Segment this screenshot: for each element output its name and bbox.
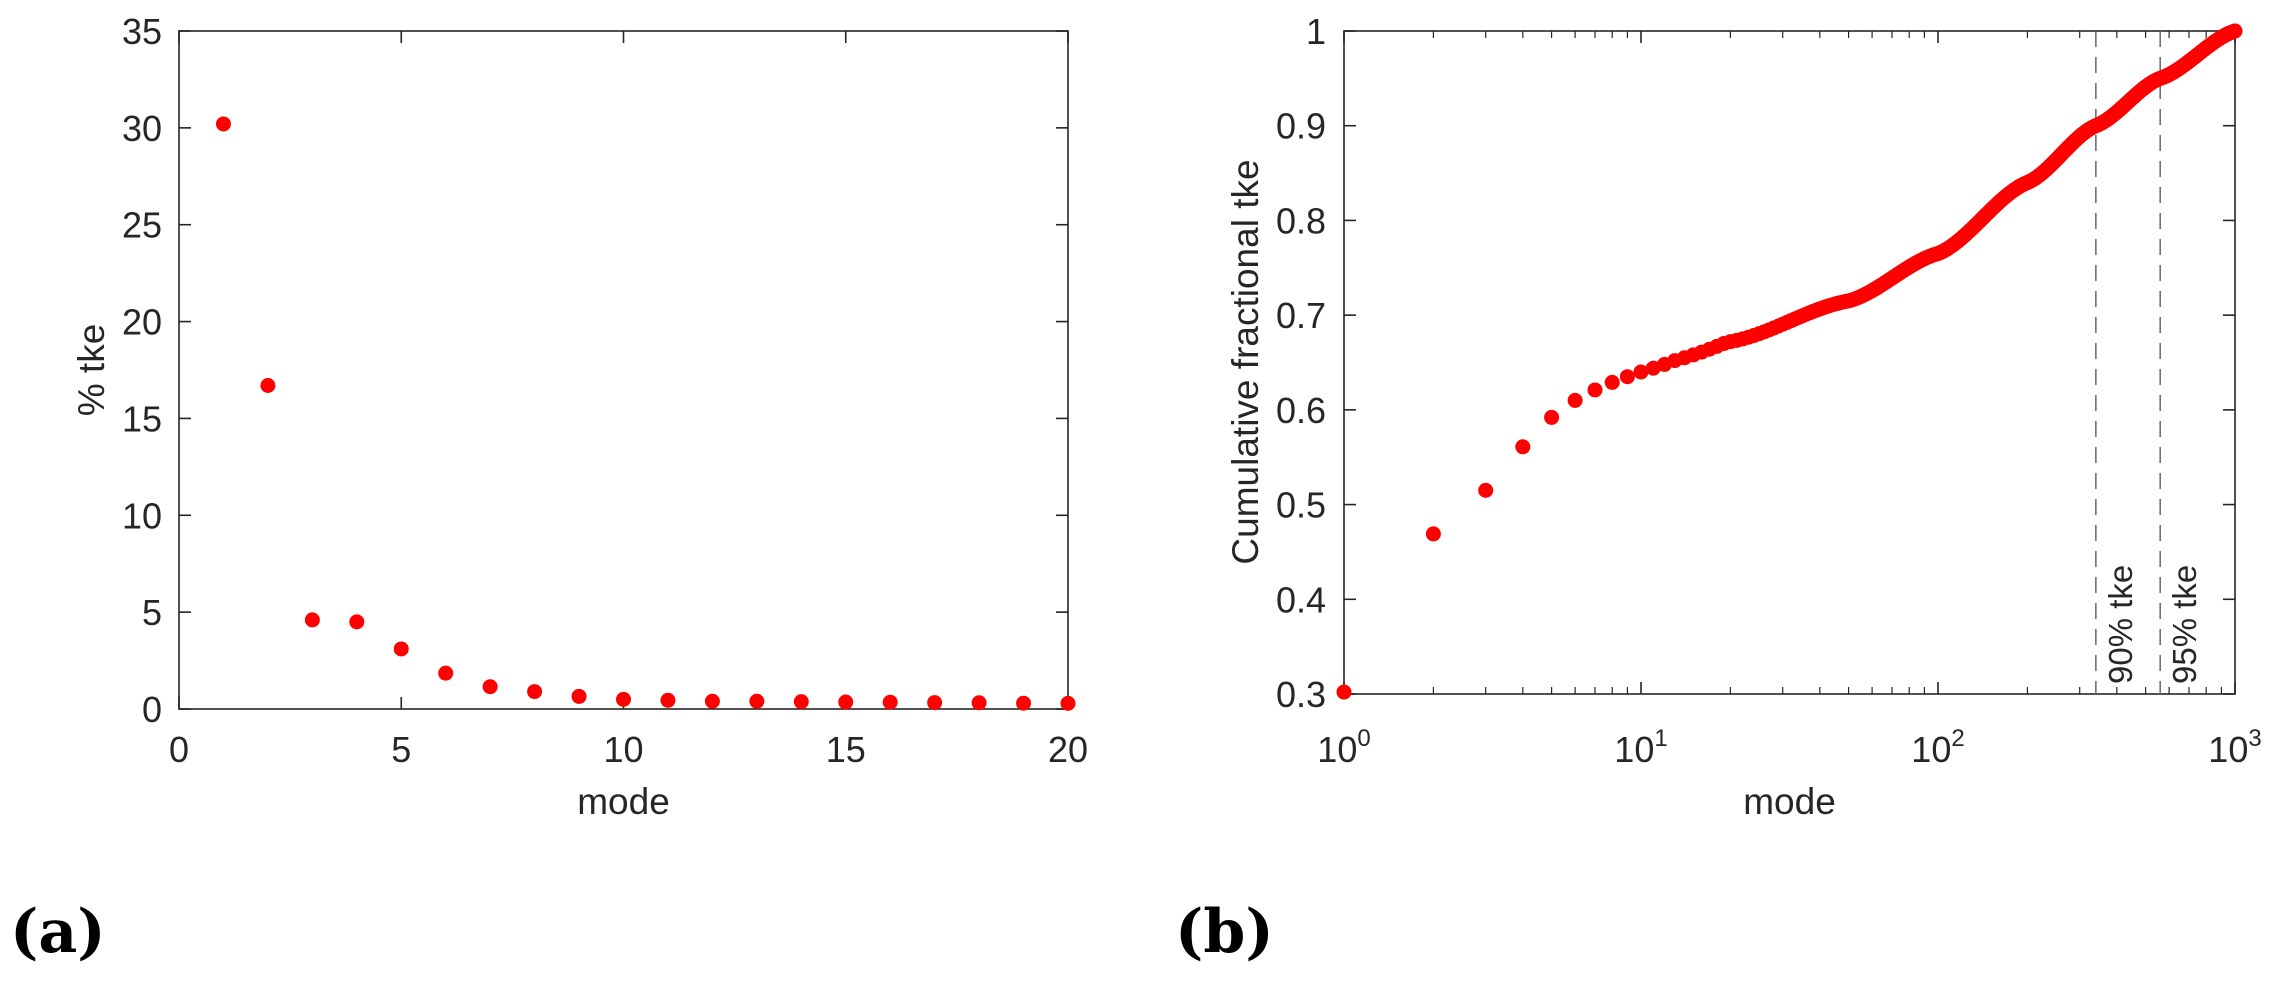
panel-b-point: [1567, 392, 1583, 408]
panel-b-threshold-label: 90% tke: [2102, 565, 2139, 684]
panel-b-y-tick-label: 0.5: [1276, 485, 1326, 526]
panel-a-plot-area: [178, 30, 1069, 710]
panel-a-y-tick-label: 0: [142, 689, 162, 730]
panel-b-x-axis-label: mode: [1743, 781, 1836, 822]
panel-b-label: (b): [1175, 897, 1274, 967]
panel-a-x-tick-label: 10: [603, 729, 643, 770]
panel-a-points: [215, 116, 1076, 711]
panel-b-x-tick-label: 103: [2208, 725, 2261, 770]
panel-a-y-tick-label: 20: [122, 302, 162, 343]
panel-a-point: [571, 688, 587, 704]
panel-b-point: [1544, 409, 1560, 425]
panel-a-point: [393, 641, 409, 657]
panel-a-point: [349, 614, 365, 630]
panel-b-point: [1515, 439, 1531, 455]
panel-b-point: [1604, 374, 1620, 390]
panel-b-point: [1619, 369, 1635, 385]
panel-b-point: [1425, 526, 1441, 542]
panel-a-y-axis-label: % tke: [71, 324, 112, 417]
panel-a-point: [304, 612, 320, 628]
panel-b-y-tick-label: 0.8: [1276, 200, 1326, 241]
panel-a-point: [749, 693, 765, 709]
panel-b-reference-lines: 90% tke 95% tke: [2095, 31, 2203, 694]
panel-a-x-tick-label: 5: [391, 729, 411, 770]
panel-b-points: [1336, 23, 2243, 700]
panel-b-x-tick-label: 102: [1911, 725, 1964, 770]
panel-b-y-tick-label: 0.6: [1276, 390, 1326, 431]
panel-a-point: [927, 695, 943, 711]
panel-a-y-tick-label: 15: [122, 398, 162, 439]
panel-b-y-tick-label: 0.7: [1276, 295, 1326, 336]
panel-a-point: [215, 116, 231, 132]
panel-b-threshold-label: 95% tke: [2166, 565, 2203, 684]
panel-a-chart: 0 5 10 15 20 0 5 10 15 20 25 30 35 mode % tke: [71, 11, 1088, 822]
panel-a-x-tick-label: 15: [826, 729, 866, 770]
panel-a-y-tick-label: 25: [122, 205, 162, 246]
panel-a-x-axis-label: mode: [577, 781, 670, 822]
panel-a-point: [793, 694, 809, 710]
panel-b-y-tick-label: 1: [1306, 11, 1326, 52]
panel-b-point: [1336, 684, 1352, 700]
panel-a-point: [616, 691, 631, 707]
panel-a-x-tick-label: 20: [1048, 729, 1088, 770]
panel-a-point: [527, 684, 543, 700]
panel-a-y-tick-label: 5: [142, 592, 162, 633]
panel-a-y-tick-label: 35: [122, 11, 162, 52]
panel-b-chart: 100 101 102 103 0.3 0.4 0.5 0.6 0.7 0.8 0.9 1 90% t…: [1225, 11, 2262, 822]
panel-a-point: [482, 679, 498, 695]
panel-a-point: [838, 694, 854, 710]
panel-b-point: [2227, 23, 2243, 39]
panel-a-y-tick-label: 10: [122, 495, 162, 536]
panel-b-x-tick-label: 100: [1317, 725, 1370, 770]
panel-b-point: [1478, 482, 1494, 498]
panel-b-ticks: 100 101 102 103 0.3 0.4 0.5 0.6 0.7 0.8 0.9 1: [1276, 11, 2262, 770]
panel-b-y-axis-label: Cumulative fractional tke: [1225, 159, 1266, 564]
panel-a-point: [438, 665, 454, 681]
panel-b-point: [1587, 382, 1603, 398]
panel-b-point: [1633, 364, 1649, 380]
panel-a-x-tick-label: 0: [169, 729, 189, 770]
panel-a-point: [882, 694, 898, 710]
panel-b-y-tick-label: 0.4: [1276, 579, 1326, 620]
panel-a-point: [260, 377, 276, 393]
panel-b-y-tick-label: 0.3: [1276, 674, 1326, 715]
panel-a-point: [971, 695, 987, 711]
panel-a-point: [1060, 695, 1076, 711]
panel-b-plot-area: [1343, 30, 2236, 695]
panel-a-point: [660, 692, 676, 708]
panel-b-x-tick-label: 101: [1614, 725, 1667, 770]
panel-b-y-tick-label: 0.9: [1276, 106, 1326, 147]
panel-a-point: [704, 693, 720, 709]
panel-a-label: (a): [10, 897, 106, 967]
panel-a-point: [1016, 695, 1032, 711]
panel-a-y-tick-label: 30: [122, 108, 162, 149]
panel-a-ticks: 0 5 10 15 20 0 5 10 15 20 25 30 35: [122, 11, 1088, 770]
